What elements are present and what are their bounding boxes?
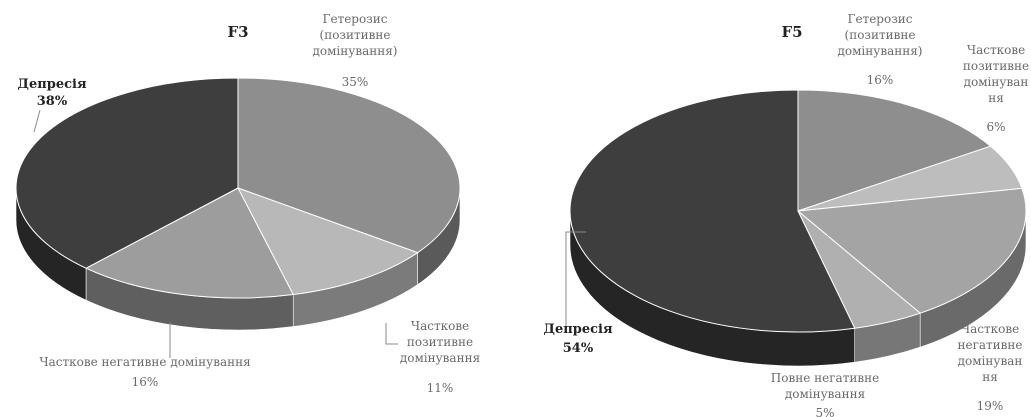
slice-percent-label: 16% — [132, 375, 159, 389]
pie-slice-1 — [797, 89, 992, 212]
pie-slice-3 — [84, 187, 294, 299]
pie-top-faces — [15, 77, 461, 299]
slice-label-4: Повне негативне домінування 5% — [771, 371, 879, 417]
slice-percent-label: 35% — [342, 75, 369, 89]
slice-percent-label: 5% — [815, 406, 834, 417]
slice-label-3: Часткове негативне домінуван ня 19% — [957, 322, 1022, 413]
slice-percent-label: 11% — [427, 381, 454, 395]
slice-percent-label: 19% — [977, 399, 1004, 413]
slice-percent-label: 6% — [986, 120, 1005, 134]
chart-title: F3 — [227, 23, 248, 41]
slice-percent-label: 54% — [563, 341, 594, 356]
pie-slice-5 — [569, 89, 856, 333]
pie-chart-f5: F5 Гетерозис (позитивне домінування) 16% Част… — [543, 12, 1029, 417]
slice-label-1: Гетерозис (позитивне домінування) 16% — [837, 12, 922, 87]
slice-category-label: Повне негативне домінування — [771, 371, 879, 401]
slice-category-label: Гетерозис (позитивне домінування) — [837, 12, 922, 58]
pie-chart-f3: F3 Гетерозис (позитивне домінування) 35% Част… — [15, 12, 480, 395]
leader-line — [385, 323, 398, 345]
slice-label-5: Депресія 54% — [543, 231, 613, 356]
pie-slice-1 — [237, 77, 461, 254]
leader-line — [565, 231, 586, 326]
slice-label-2: Часткове позитивне домінуван ня 6% — [963, 43, 1029, 134]
slice-label-3: Часткове негативне домінування 16% — [39, 322, 251, 389]
slice-percent-label: 16% — [867, 73, 894, 87]
slice-category-label: Депресія — [17, 77, 87, 92]
slice-label-2: Часткове позитивне домінування 11% — [385, 319, 480, 395]
pie-slice-2 — [236, 187, 419, 296]
slice-category-label: Гетерозис (позитивне домінування) — [312, 12, 397, 58]
slice-label-1: Гетерозис (позитивне домінування) 35% — [312, 12, 397, 89]
chart-title: F5 — [781, 23, 802, 41]
slice-percent-label: 38% — [37, 94, 68, 109]
pie-side-walls — [15, 187, 461, 331]
slice-category-label: Депресія — [543, 322, 613, 337]
pie-top-faces — [569, 89, 1027, 333]
slice-label-4: Депресія 38% — [17, 77, 87, 133]
slice-category-label: Часткове негативне домінуван ня — [957, 322, 1022, 384]
slice-category-label: Часткове негативне домінування — [39, 355, 250, 369]
pie-slice-3 — [796, 187, 1027, 314]
leader-line — [33, 109, 41, 133]
pie-slice-4 — [15, 77, 239, 269]
